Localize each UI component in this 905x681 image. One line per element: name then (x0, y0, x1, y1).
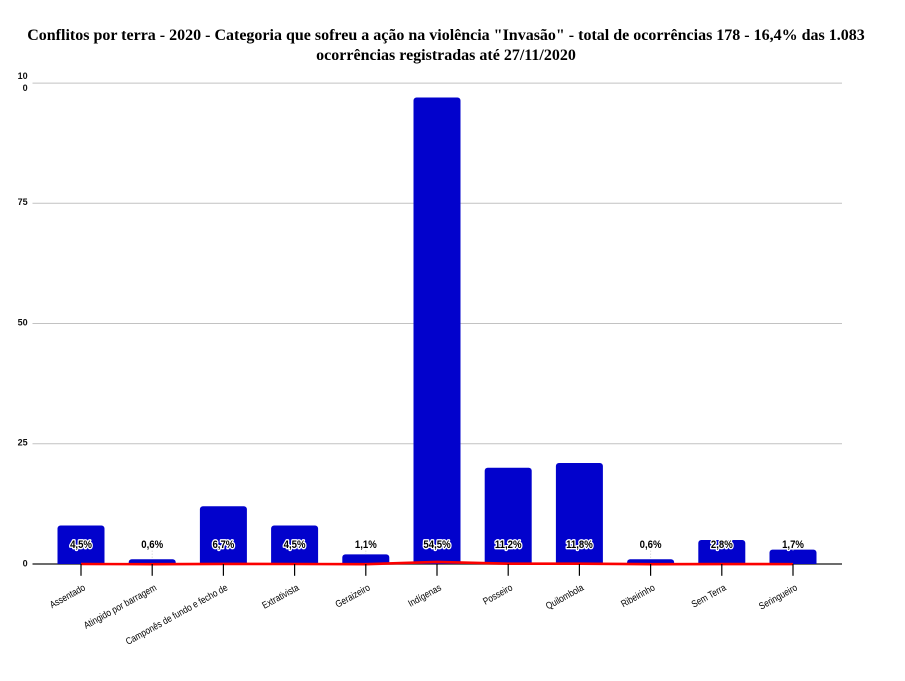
svg-text:Posseiro: Posseiro (481, 582, 514, 607)
svg-text:50: 50 (18, 317, 28, 327)
svg-text:1,1%: 1,1% (355, 539, 377, 551)
svg-text:Seringueiro: Seringueiro (757, 582, 799, 612)
svg-text:11,2%: 11,2% (495, 539, 522, 551)
svg-text:10: 10 (18, 71, 28, 81)
svg-text:54,5%: 54,5% (423, 539, 451, 551)
svg-text:4,5%: 4,5% (284, 539, 306, 551)
svg-text:Sem Terra: Sem Terra (690, 582, 729, 610)
svg-text:1,7%: 1,7% (782, 539, 804, 551)
svg-text:4,5%: 4,5% (70, 539, 92, 551)
svg-text:Extrativista: Extrativista (260, 582, 301, 611)
svg-text:11,8%: 11,8% (566, 539, 593, 551)
svg-text:0: 0 (23, 559, 28, 569)
svg-text:2,8%: 2,8% (711, 539, 733, 551)
svg-text:0: 0 (23, 83, 28, 93)
svg-text:Indígenas: Indígenas (406, 582, 443, 609)
svg-text:Quilombola: Quilombola (544, 581, 586, 611)
svg-text:Geraizeiro: Geraizeiro (333, 582, 371, 610)
svg-text:Ribeirinho: Ribeirinho (619, 582, 657, 609)
svg-text:Atingido por barragem: Atingido por barragem (82, 582, 158, 631)
svg-text:0,6%: 0,6% (141, 539, 163, 551)
svg-text:75: 75 (18, 197, 28, 207)
svg-text:Assentado: Assentado (48, 582, 87, 610)
svg-text:0,6%: 0,6% (640, 539, 662, 551)
svg-text:6,7%: 6,7% (212, 539, 234, 551)
svg-text:25: 25 (18, 438, 28, 448)
